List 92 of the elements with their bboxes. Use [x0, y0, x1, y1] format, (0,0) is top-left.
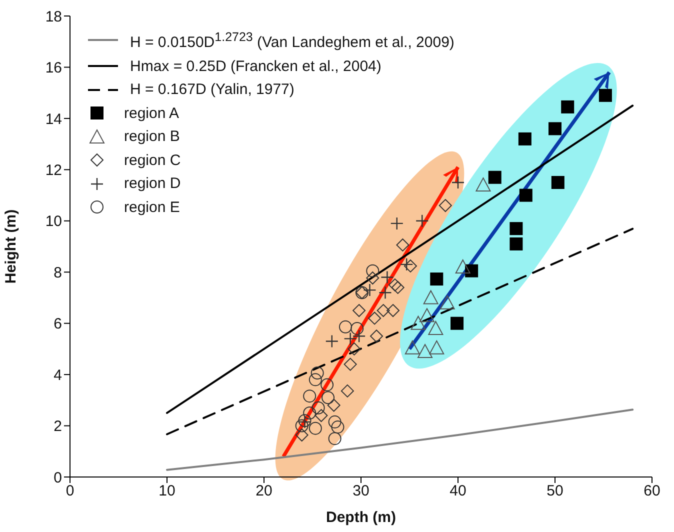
- point: [518, 132, 532, 146]
- y-tick-label: 2: [54, 418, 62, 436]
- point: [338, 320, 352, 334]
- y-tick-label: 10: [45, 213, 62, 230]
- legend-label: region E: [124, 198, 180, 218]
- x-axis-title: Depth (m): [326, 509, 396, 526]
- y-axis-title: Height (m): [2, 209, 20, 284]
- legend-label: region C: [124, 150, 181, 170]
- point: [404, 340, 420, 354]
- point: [370, 330, 384, 343]
- point: [308, 422, 322, 435]
- point: [340, 384, 354, 398]
- point: [366, 264, 380, 278]
- legend-label: H = 0.0150D$^{1.2723}$ (Van Landeghem et al., 2009): [130, 29, 454, 53]
- point: [312, 401, 325, 414]
- point: [350, 322, 364, 335]
- point: [429, 340, 444, 354]
- point: [440, 295, 455, 310]
- point: [519, 188, 532, 202]
- legend-label: H = 0.167D (Yalin, 1977): [130, 80, 294, 100]
- point: [391, 280, 404, 294]
- point: [396, 238, 410, 252]
- point: [366, 272, 380, 284]
- point: [410, 316, 426, 330]
- x-tick-label: 0: [66, 482, 74, 500]
- point: [378, 286, 392, 300]
- line-series: [166, 408, 634, 471]
- point: [450, 316, 464, 330]
- point: [390, 216, 404, 230]
- y-tick-label: 16: [45, 60, 62, 77]
- point: [416, 214, 429, 228]
- legend-label: Hmax = 0.25D (Francken et al., 2004): [130, 56, 382, 76]
- point: [561, 100, 574, 114]
- y-tick-label: 0: [54, 469, 62, 486]
- point: [295, 428, 308, 442]
- y-tick-label: 6: [54, 316, 62, 333]
- point: [348, 342, 361, 356]
- legend-label: region A: [124, 104, 180, 124]
- point: [548, 122, 562, 136]
- y-tick-label: 4: [54, 366, 62, 384]
- x-tick-label: 30: [352, 482, 370, 500]
- point: [376, 304, 390, 318]
- point: [400, 258, 414, 272]
- y-tick-label: 14: [45, 110, 62, 128]
- point: [388, 278, 402, 292]
- point: [303, 390, 316, 403]
- y-tick-label: 12: [45, 162, 62, 179]
- point: [404, 259, 417, 272]
- point: [598, 88, 612, 102]
- point: [551, 176, 564, 189]
- point: [455, 259, 470, 274]
- point: [314, 409, 328, 422]
- point: [352, 304, 366, 318]
- point: [510, 222, 523, 236]
- point: [363, 283, 376, 297]
- y-tick-label: 18: [45, 8, 62, 26]
- legend-label: region D: [124, 174, 181, 194]
- legend-label: region B: [124, 127, 180, 147]
- x-tick-label: 40: [450, 482, 466, 500]
- point: [344, 358, 357, 371]
- point: [438, 199, 452, 212]
- point: [476, 178, 491, 192]
- x-tick-label: 60: [644, 482, 660, 500]
- point: [344, 332, 357, 346]
- point: [325, 334, 338, 348]
- point: [352, 330, 366, 343]
- y-tick-label: 8: [54, 264, 62, 282]
- point: [328, 432, 342, 446]
- point: [331, 420, 344, 434]
- point: [423, 290, 438, 304]
- point: [303, 406, 316, 420]
- point: [419, 308, 434, 322]
- point: [430, 272, 444, 286]
- point: [327, 398, 340, 412]
- point: [488, 170, 502, 184]
- point: [295, 419, 308, 432]
- point: [328, 415, 342, 428]
- point: [322, 391, 335, 404]
- point: [310, 366, 324, 380]
- point: [368, 312, 382, 325]
- point: [418, 344, 433, 358]
- point: [386, 304, 400, 318]
- point: [308, 373, 322, 386]
- point: [320, 378, 334, 392]
- x-tick-label: 20: [256, 482, 272, 500]
- point: [380, 270, 394, 284]
- point: [428, 320, 444, 335]
- point: [510, 237, 523, 250]
- point: [451, 176, 465, 190]
- x-tick-label: 50: [546, 482, 564, 500]
- point: [465, 264, 478, 278]
- x-tick-label: 10: [158, 482, 176, 500]
